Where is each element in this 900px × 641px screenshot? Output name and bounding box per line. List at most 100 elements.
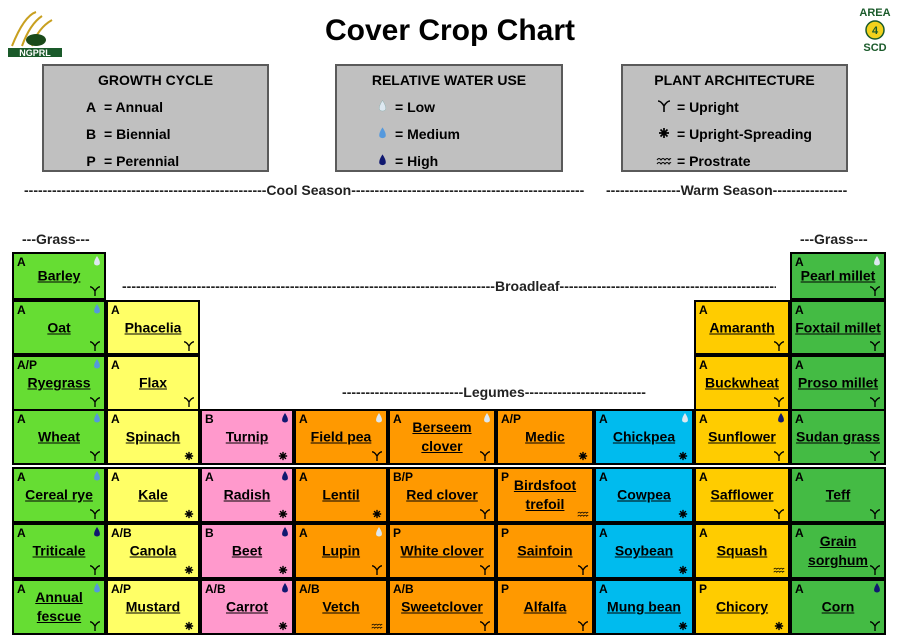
crop-name-link[interactable]: Kale bbox=[138, 486, 168, 503]
crop-cell-lentil[interactable]: A Lentil bbox=[294, 467, 388, 523]
crop-name-link[interactable]: Buckwheat bbox=[705, 374, 779, 391]
crop-cell-chickpea[interactable]: A Chickpea bbox=[594, 409, 694, 465]
upright-icon bbox=[89, 286, 101, 296]
crop-cell-white-clover[interactable]: P White clover bbox=[388, 523, 496, 579]
crop-name-link[interactable]: Beet bbox=[231, 542, 263, 559]
crop-cell-carrot[interactable]: A/B Carrot bbox=[200, 579, 294, 635]
crop-cell-medic[interactable]: A/P Medic bbox=[496, 409, 594, 465]
crop-name-link[interactable]: Triticale bbox=[32, 542, 86, 559]
crop-cell-lupin[interactable]: A Lupin bbox=[294, 523, 388, 579]
crop-name-link[interactable]: White clover bbox=[400, 542, 484, 559]
crop-name-link[interactable]: Barley bbox=[37, 267, 81, 284]
crop-name-link[interactable]: Field pea bbox=[310, 428, 372, 445]
crop-cell-phacelia[interactable]: A Phacelia bbox=[106, 300, 200, 355]
crop-name-link[interactable]: Red clover bbox=[406, 486, 478, 503]
growth-cycle-code: P bbox=[699, 582, 708, 596]
crop-cell-foxtail-millet[interactable]: A Foxtail millet bbox=[790, 300, 886, 355]
crop-cell-birdsfoot-trefoil[interactable]: P Birdsfoot trefoil bbox=[496, 467, 594, 523]
upright-icon bbox=[773, 451, 785, 461]
crop-name-link[interactable]: Chicory bbox=[715, 598, 769, 615]
crop-name-link[interactable]: Soybean bbox=[614, 542, 674, 559]
crop-cell-squash[interactable]: A Squash bbox=[694, 523, 790, 579]
crop-name-link[interactable]: Lupin bbox=[321, 542, 361, 559]
crop-name-link[interactable]: Alfalfa bbox=[523, 598, 567, 615]
upright-icon bbox=[657, 100, 671, 112]
ngprl-logo-text: NGPRL bbox=[19, 48, 51, 58]
crop-cell-spinach[interactable]: A Spinach bbox=[106, 409, 200, 465]
crop-cell-triticale[interactable]: A Triticale bbox=[12, 523, 106, 579]
crop-cell-radish[interactable]: A Radish bbox=[200, 467, 294, 523]
crop-cell-flax[interactable]: A Flax bbox=[106, 355, 200, 411]
crop-cell-kale[interactable]: A Kale bbox=[106, 467, 200, 523]
crop-name-link[interactable]: Amaranth bbox=[709, 319, 775, 335]
crop-cell-mung-bean[interactable]: A Mung bean bbox=[594, 579, 694, 635]
crop-name-link[interactable]: Cowpea bbox=[617, 486, 671, 503]
crop-cell-mustard[interactable]: A/P Mustard bbox=[106, 579, 200, 635]
crop-name-link[interactable]: Ryegrass bbox=[27, 374, 91, 391]
svg-text:SCD: SCD bbox=[863, 42, 886, 54]
crop-name-link[interactable]: Sainfoin bbox=[517, 542, 573, 559]
crop-cell-pearl-millet[interactable]: A Pearl millet bbox=[790, 252, 886, 300]
crop-name-link[interactable]: Grain sorghum bbox=[808, 533, 868, 568]
crop-cell-corn[interactable]: A Corn bbox=[790, 579, 886, 635]
crop-name-link[interactable]: Pearl millet bbox=[800, 267, 876, 284]
crop-cell-alfalfa[interactable]: P Alfalfa bbox=[496, 579, 594, 635]
crop-name-link[interactable]: Wheat bbox=[38, 428, 80, 445]
crop-name-link[interactable]: Sunflower bbox=[708, 428, 776, 445]
crop-name-link[interactable]: Turnip bbox=[225, 428, 269, 445]
crop-name-link[interactable]: Squash bbox=[716, 542, 768, 559]
crop-name-link[interactable]: Vetch bbox=[322, 598, 360, 615]
crop-name-link[interactable]: Annual fescue bbox=[35, 589, 83, 624]
crop-cell-sunflower[interactable]: A Sunflower bbox=[694, 409, 790, 465]
crop-cell-barley[interactable]: A Barley bbox=[12, 252, 106, 300]
crop-cell-cereal-rye[interactable]: A Cereal rye bbox=[12, 467, 106, 523]
crop-cell-field-pea[interactable]: A Field pea bbox=[294, 409, 388, 465]
crop-cell-berseem-clover[interactable]: A Berseem clover bbox=[388, 409, 496, 465]
crop-name-link[interactable]: Proso millet bbox=[797, 374, 879, 391]
crop-cell-canola[interactable]: A/B Canola bbox=[106, 523, 200, 579]
crop-cell-oat[interactable]: A Oat bbox=[12, 300, 106, 355]
crop-name-link[interactable]: Carrot bbox=[225, 598, 268, 615]
crop-name-link[interactable]: Teff bbox=[825, 486, 851, 503]
crop-name-link[interactable]: Radish bbox=[223, 486, 271, 503]
legend-row-low: = Low bbox=[369, 94, 561, 121]
crop-cell-annual-fescue[interactable]: A Annual fescue bbox=[12, 579, 106, 635]
crop-name-link[interactable]: Mung bean bbox=[607, 598, 681, 615]
crop-name-link[interactable]: Lentil bbox=[322, 486, 360, 503]
crop-name-link[interactable]: Phacelia bbox=[124, 319, 182, 335]
crop-name-link[interactable]: Corn bbox=[821, 598, 855, 615]
crop-cell-vetch[interactable]: A/B Vetch bbox=[294, 579, 388, 635]
crop-name-link[interactable]: Canola bbox=[129, 542, 177, 559]
crop-name-link[interactable]: Mustard bbox=[125, 598, 181, 615]
crop-cell-wheat[interactable]: A Wheat bbox=[12, 409, 106, 465]
crop-name-link[interactable]: Flax bbox=[138, 374, 167, 391]
crop-name-link[interactable]: Berseem clover bbox=[412, 419, 472, 454]
crop-name-link[interactable]: Spinach bbox=[125, 428, 181, 445]
crop-name-link[interactable]: Medic bbox=[525, 428, 565, 445]
crop-cell-grain-sorghum[interactable]: A Grain sorghum bbox=[790, 523, 886, 579]
crop-name-link[interactable]: Chickpea bbox=[612, 428, 676, 445]
crop-cell-red-clover[interactable]: B/P Red clover bbox=[388, 467, 496, 523]
crop-cell-sweetclover[interactable]: A/B Sweetclover bbox=[388, 579, 496, 635]
growth-cycle-code: A bbox=[795, 303, 804, 317]
crop-name-link[interactable]: Foxtail millet bbox=[795, 319, 881, 335]
crop-name-link[interactable]: Sweetclover bbox=[401, 598, 483, 615]
crop-name-link[interactable]: Safflower bbox=[710, 486, 774, 503]
crop-cell-cowpea[interactable]: A Cowpea bbox=[594, 467, 694, 523]
crop-name-link[interactable]: Sudan grass bbox=[795, 428, 881, 445]
crop-cell-amaranth[interactable]: A Amaranth bbox=[694, 300, 790, 355]
crop-cell-beet[interactable]: B Beet bbox=[200, 523, 294, 579]
crop-cell-chicory[interactable]: P Chicory bbox=[694, 579, 790, 635]
crop-cell-safflower[interactable]: A Safflower bbox=[694, 467, 790, 523]
crop-cell-proso-millet[interactable]: A Proso millet bbox=[790, 355, 886, 411]
crop-name-link[interactable]: Birdsfoot trefoil bbox=[513, 477, 577, 512]
crop-cell-turnip[interactable]: B Turnip bbox=[200, 409, 294, 465]
crop-cell-buckwheat[interactable]: A Buckwheat bbox=[694, 355, 790, 411]
crop-cell-sudan-grass[interactable]: A Sudan grass bbox=[790, 409, 886, 465]
crop-name-link[interactable]: Cereal rye bbox=[25, 486, 93, 503]
crop-cell-sainfoin[interactable]: P Sainfoin bbox=[496, 523, 594, 579]
crop-name-link[interactable]: Oat bbox=[47, 319, 71, 335]
crop-cell-soybean[interactable]: A Soybean bbox=[594, 523, 694, 579]
crop-cell-teff[interactable]: A Teff bbox=[790, 467, 886, 523]
crop-cell-ryegrass[interactable]: A/P Ryegrass bbox=[12, 355, 106, 411]
